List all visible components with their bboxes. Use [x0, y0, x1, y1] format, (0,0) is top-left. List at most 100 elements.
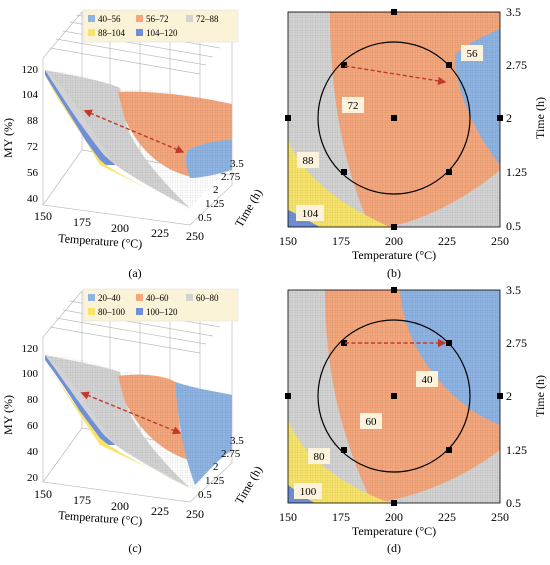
panel-c-z-ticks: 120 100 80 60 40 20 — [22, 343, 39, 484]
panel-d-x-ticks: 150 175 200 225 250 — [279, 510, 509, 524]
c-y-tick-2.75: 2.75 — [221, 448, 241, 460]
c-z-tick-20: 20 — [27, 472, 39, 484]
c-y-tick-3.5: 3.5 — [230, 435, 244, 447]
panel-b-contour-labels: 56 72 88 104 — [296, 45, 483, 221]
panel-a-legend: 40–56 56–72 72–88 88–104 104–120 — [82, 9, 239, 43]
c-z-tick-60: 60 — [27, 420, 39, 432]
a-y-tick-2.75: 2.75 — [221, 171, 241, 183]
panel-c-x-ticks: 150 175 200 225 250 — [34, 487, 204, 521]
a-z-tick-88: 88 — [27, 115, 39, 127]
b-x-tick-175: 175 — [332, 234, 350, 248]
legend-a-swatch-1 — [88, 15, 95, 22]
c-x-tick-200: 200 — [111, 499, 129, 513]
legend-a-label-4: 88–104 — [98, 28, 126, 38]
b-y-tick-1.25: 1.25 — [506, 165, 527, 179]
panel-d-contour-labels: 40 60 80 100 — [294, 371, 438, 499]
panel-c-caption: (c) — [128, 541, 141, 555]
b-x-tick-250: 250 — [491, 234, 509, 248]
d-y-tick-0.5: 0.5 — [506, 496, 521, 510]
panel-d-design-points — [285, 287, 503, 506]
panel-b-x-ticks: 150 175 200 225 250 — [279, 234, 509, 248]
panel-a-optimum-arrow — [83, 109, 185, 154]
panel-c-surface-chart: 20–40 40–60 60–80 80–100 100–120 120 100… — [1, 288, 265, 555]
legend-a-swatch-3 — [186, 15, 193, 22]
d-x-tick-250: 250 — [491, 510, 509, 524]
b-contour-104: 104 — [302, 208, 319, 220]
b-y-tick-2.75: 2.75 — [506, 58, 527, 72]
panel-b-x-label: Temperature (°C) — [352, 248, 436, 262]
a-y-tick-2: 2 — [213, 184, 219, 196]
d-y-tick-1.25: 1.25 — [506, 443, 527, 457]
b-x-tick-225: 225 — [438, 234, 456, 248]
panel-d-caption: (d) — [387, 541, 401, 555]
panel-c-legend: 20–40 40–60 60–80 80–100 100–120 — [82, 288, 239, 322]
c-y-tick-1.25: 1.25 — [205, 475, 225, 487]
legend-a-label-2: 56–72 — [146, 14, 169, 24]
d-x-tick-150: 150 — [279, 510, 297, 524]
d-y-tick-2.75: 2.75 — [506, 336, 527, 350]
a-x-tick-250: 250 — [186, 229, 204, 243]
b-x-tick-200: 200 — [385, 234, 403, 248]
a-y-tick-3.5: 3.5 — [230, 158, 244, 170]
legend-c-label-3: 60–80 — [196, 293, 219, 303]
legend-c-swatch-1 — [88, 294, 95, 301]
panel-c-surface — [45, 355, 232, 490]
panel-d-x-label: Temperature (°C) — [352, 524, 436, 538]
d-contour-80: 80 — [314, 451, 326, 463]
panel-b-caption: (b) — [387, 266, 401, 280]
a-x-tick-175: 175 — [73, 215, 91, 229]
a-z-tick-104: 104 — [22, 89, 39, 101]
panel-b-optimum-arrow — [344, 65, 447, 86]
a-z-tick-56: 56 — [27, 167, 39, 179]
d-y-tick-3.5: 3.5 — [506, 283, 521, 297]
legend-c-label-2: 40–60 — [146, 293, 169, 303]
panel-a-surface — [45, 70, 232, 210]
legend-c-swatch-3 — [186, 294, 193, 301]
b-contour-72: 72 — [348, 100, 359, 112]
legend-c-label-4: 80–100 — [98, 307, 126, 317]
panel-a-x-label: Temperature (°C) — [58, 231, 143, 251]
c-x-tick-175: 175 — [73, 493, 91, 507]
legend-c-swatch-2 — [136, 294, 143, 301]
d-contour-60: 60 — [366, 416, 378, 428]
a-x-tick-150: 150 — [34, 209, 52, 223]
panel-b-y-label: Time (h) — [533, 97, 547, 139]
panel-c-x-label: Temperature (°C) — [58, 508, 143, 528]
panel-a-z-label: MY (%) — [1, 118, 15, 158]
legend-c-label-5: 100–120 — [146, 307, 178, 317]
legend-a-label-5: 104–120 — [146, 28, 178, 38]
panel-a-z-ticks: 120 104 88 72 56 40 — [22, 64, 39, 205]
a-x-tick-225: 225 — [151, 226, 169, 240]
b-y-tick-3.5: 3.5 — [506, 5, 521, 19]
d-x-tick-200: 200 — [385, 510, 403, 524]
c-z-tick-40: 40 — [27, 446, 39, 458]
c-y-tick-0.5: 0.5 — [198, 489, 212, 501]
c-y-tick-2: 2 — [213, 461, 219, 473]
d-y-tick-2: 2 — [506, 389, 512, 403]
panel-c-y-label: Time (h) — [232, 463, 265, 506]
panel-a-y-label: Time (h) — [232, 186, 265, 229]
a-z-tick-120: 120 — [22, 64, 39, 76]
b-contour-88: 88 — [303, 155, 315, 167]
legend-a-label-3: 72–88 — [196, 14, 219, 24]
panel-b-design-points — [285, 9, 503, 230]
legend-c-swatch-4 — [88, 308, 95, 315]
d-contour-40: 40 — [422, 374, 434, 386]
panel-d-y-ticks: 3.5 2.75 2 1.25 0.5 — [506, 283, 527, 510]
a-x-tick-200: 200 — [111, 221, 129, 235]
b-contour-56: 56 — [467, 48, 479, 60]
c-x-tick-150: 150 — [34, 487, 52, 501]
c-x-tick-225: 225 — [151, 504, 169, 518]
panel-b-design-circle — [317, 41, 471, 195]
panel-d-y-label: Time (h) — [533, 375, 547, 417]
panel-c-z-label: MY (%) — [1, 395, 15, 435]
panel-c-y-ticks: 0.5 1.25 2 2.75 3.5 — [198, 435, 244, 501]
c-z-tick-100: 100 — [22, 368, 39, 380]
panel-d-design-circle — [317, 319, 471, 473]
legend-a-label-1: 40–56 — [98, 14, 121, 24]
legend-a-swatch-5 — [136, 29, 143, 36]
panel-a-y-ticks: 0.5 1.25 2 2.75 3.5 — [198, 158, 244, 224]
legend-c-swatch-5 — [136, 308, 143, 315]
